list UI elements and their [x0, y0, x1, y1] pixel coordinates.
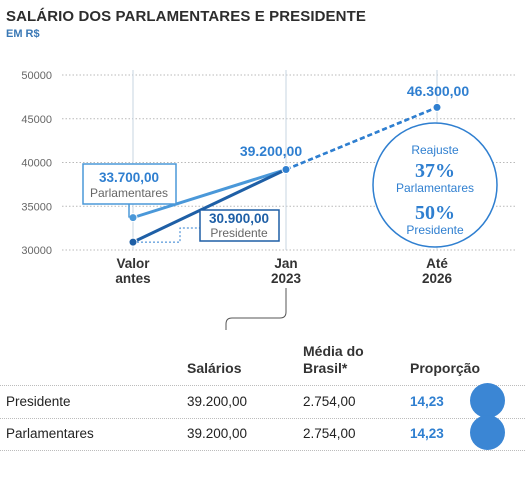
header-media-line2: Brasil*: [303, 360, 348, 376]
data-label-parlamentares-start: 33.700,00: [99, 170, 159, 185]
table-divider: [0, 450, 525, 451]
reajuste-presidente-pct: 50%: [415, 202, 455, 224]
y-tick-label: 45000: [21, 114, 52, 126]
row-parlamentares-proporcao: 14,23: [410, 426, 444, 441]
header-media-line1: Média do: [303, 343, 364, 359]
reajuste-title: Reajuste: [411, 143, 459, 157]
y-tick-label: 35000: [21, 201, 52, 213]
data-label-jan-2023: 39.200,00: [240, 143, 302, 159]
row-label-parlamentares: Parlamentares: [6, 426, 94, 441]
x-tick-label: antes: [115, 271, 150, 286]
table-divider: [0, 418, 525, 419]
row-presidente-media: 2.754,00: [303, 394, 356, 409]
y-tick-label: 40000: [21, 158, 52, 170]
y-tick-label: 50000: [21, 70, 52, 82]
header-media-brasil: Média do Brasil*: [303, 343, 364, 377]
row-presidente-proporcao: 14,23: [410, 394, 444, 409]
series-line-presidente: [132, 168, 287, 244]
connector-to-table: [225, 288, 287, 330]
row-label-presidente: Presidente: [6, 394, 71, 409]
data-point: [281, 165, 291, 174]
header-salarios: Salários: [187, 360, 242, 376]
data-label-parlamentares-name: Parlamentares: [90, 186, 168, 200]
proportion-bubble-parlamentares: [470, 415, 505, 450]
series-line-presidente-projection: [285, 106, 438, 171]
reajuste-parlamentares-label: Parlamentares: [396, 181, 474, 195]
data-label-2026: 46.300,00: [407, 83, 469, 99]
chart-subtitle: EM R$: [6, 28, 40, 40]
data-label-presidente-start: 30.900,00: [209, 211, 269, 226]
x-tick-label: 2023: [271, 271, 302, 286]
x-tick-label: Até: [426, 256, 448, 271]
presidente-label-box: [199, 209, 280, 242]
parlamentares-label-box: [82, 163, 177, 205]
y-tick-label: 30000: [21, 245, 52, 257]
proportion-bubble-presidente: [470, 383, 505, 418]
reajuste-presidente-label: Presidente: [406, 223, 464, 237]
table-divider: [0, 385, 525, 386]
row-parlamentares-media: 2.754,00: [303, 426, 356, 441]
reajuste-parlamentares-pct: 37%: [415, 160, 455, 182]
data-point: [128, 213, 138, 223]
data-point: [432, 102, 442, 112]
leader-line-presidente: [137, 227, 200, 243]
row-presidente-salario: 39.200,00: [187, 394, 248, 409]
data-label-presidente-name: Presidente: [210, 226, 268, 240]
x-tick-label: Valor: [116, 256, 150, 271]
chart-title: SALÁRIO DOS PARLAMENTARES E PRESIDENTE: [6, 8, 366, 25]
header-proporcao: Proporção: [410, 360, 481, 376]
reajuste-circle: [372, 122, 498, 248]
x-tick-label: 2026: [422, 271, 453, 286]
data-point: [128, 237, 138, 247]
series-line-parlamentares: [132, 168, 287, 220]
row-parlamentares-salario: 39.200,00: [187, 426, 248, 441]
x-tick-label: Jan: [274, 256, 297, 271]
